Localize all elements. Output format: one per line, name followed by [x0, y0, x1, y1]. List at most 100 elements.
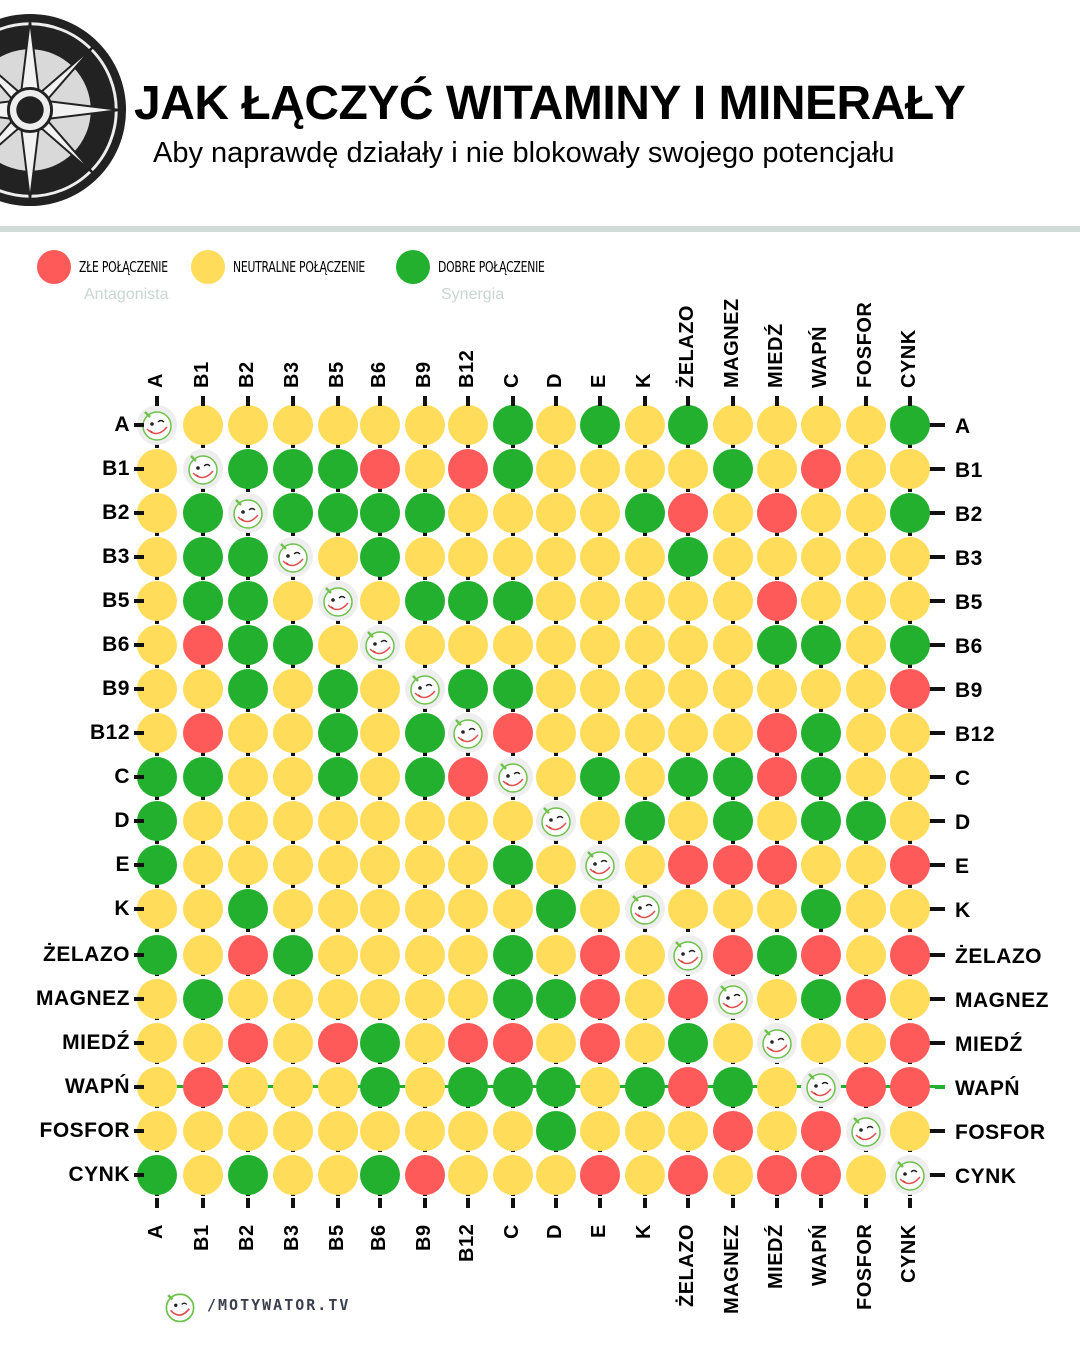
- column-label-top: A: [145, 373, 167, 388]
- cell-b5-wapn: [801, 581, 841, 621]
- cell-b1-b3: [273, 449, 313, 489]
- cell-cynk-e: [580, 1155, 620, 1195]
- cell-cynk-d: [536, 1155, 576, 1195]
- row-tick: [134, 819, 144, 823]
- column-tick: [643, 396, 647, 406]
- cell-b2-b3: [273, 493, 313, 533]
- self-cell-face-icon: [668, 935, 708, 975]
- cell-b1-miedz: [757, 449, 797, 489]
- cell-miedz-b12: [448, 1023, 488, 1063]
- cell-b12-b5: [318, 713, 358, 753]
- column-label-top: FOSFOR: [854, 301, 876, 388]
- column-tick: [598, 1198, 602, 1208]
- cell-wapn-b2: [228, 1067, 268, 1107]
- cell-b6-d: [536, 625, 576, 665]
- row-tick: [134, 511, 144, 515]
- cell-fosfor-b5: [318, 1111, 358, 1151]
- row-tick: [935, 1173, 945, 1177]
- cell-miedz-fosfor: [846, 1023, 886, 1063]
- cell-d-b2: [228, 801, 268, 841]
- self-cell-face-icon: [318, 581, 358, 621]
- cell-d-miedz: [757, 801, 797, 841]
- row-label-right: B9: [955, 679, 983, 702]
- cell-b1-zelazo: [668, 449, 708, 489]
- cell-b9-c: [493, 669, 533, 709]
- cell-cynk-b1: [183, 1155, 223, 1195]
- legend-item-neutral: NEUTRALNE POŁĄCZENIE: [191, 250, 416, 284]
- cell-miedz-b3: [273, 1023, 313, 1063]
- cell-b9-miedz: [757, 669, 797, 709]
- cell-b9-wapn: [801, 669, 841, 709]
- cell-b2-b6: [360, 493, 400, 533]
- row-label-right: A: [955, 415, 971, 438]
- cell-b2-zelazo: [668, 493, 708, 533]
- cell-b3-fosfor: [846, 537, 886, 577]
- cell-miedz-magnez: [713, 1023, 753, 1063]
- cell-a-c: [493, 405, 533, 445]
- column-label-top: ŻELAZO: [676, 305, 698, 388]
- cell-zelazo-b6: [360, 935, 400, 975]
- cell-b3-magnez: [713, 537, 753, 577]
- column-label-bottom: E: [588, 1224, 610, 1238]
- yellow-dot-icon: [191, 250, 225, 284]
- cell-e-fosfor: [846, 845, 886, 885]
- row-label-left: CYNK: [68, 1163, 130, 1186]
- self-cell-face-icon: [405, 669, 445, 709]
- row-tick: [134, 1085, 144, 1089]
- cell-e-zelazo: [668, 845, 708, 885]
- cell-d-b3: [273, 801, 313, 841]
- cell-magnez-b2: [228, 979, 268, 1019]
- column-label-top: WAPŃ: [809, 326, 831, 388]
- column-label-bottom: K: [633, 1224, 655, 1239]
- cell-k-b5: [318, 889, 358, 929]
- cell-b1-k: [625, 449, 665, 489]
- cell-d-wapn: [801, 801, 841, 841]
- cell-b2-e: [580, 493, 620, 533]
- cell-magnez-b9: [405, 979, 445, 1019]
- column-label-top: CYNK: [898, 329, 920, 388]
- self-cell-face-icon: [757, 1023, 797, 1063]
- cell-b12-wapn: [801, 713, 841, 753]
- cell-b3-zelazo: [668, 537, 708, 577]
- cell-miedz-b1: [183, 1023, 223, 1063]
- cell-k-zelazo: [668, 889, 708, 929]
- page-title: JAK ŁĄCZYĆ WITAMINY I MINERAŁY: [134, 77, 966, 130]
- cell-b2-b9: [405, 493, 445, 533]
- cell-c-k: [625, 757, 665, 797]
- cell-wapn-d: [536, 1067, 576, 1107]
- cell-b9-b1: [183, 669, 223, 709]
- cell-a-k: [625, 405, 665, 445]
- cell-b3-wapn: [801, 537, 841, 577]
- cell-b6-b5: [318, 625, 358, 665]
- row-label-left: B2: [102, 501, 130, 524]
- row-label-left: WAPŃ: [65, 1075, 130, 1098]
- cell-fosfor-b3: [273, 1111, 313, 1151]
- row-tick: [935, 863, 945, 867]
- cell-c-b12: [448, 757, 488, 797]
- cell-c-b6: [360, 757, 400, 797]
- cell-c-cynk: [890, 757, 930, 797]
- cell-magnez-fosfor: [846, 979, 886, 1019]
- cell-b2-d: [536, 493, 576, 533]
- cell-c-b3: [273, 757, 313, 797]
- green-dot-icon: [396, 250, 430, 284]
- column-tick: [155, 396, 159, 406]
- cell-b3-miedz: [757, 537, 797, 577]
- cell-e-c: [493, 845, 533, 885]
- cell-e-cynk: [890, 845, 930, 885]
- row-tick: [935, 643, 945, 647]
- cell-d-b9: [405, 801, 445, 841]
- row-tick: [935, 1041, 945, 1045]
- cell-b12-c: [493, 713, 533, 753]
- cell-b5-d: [536, 581, 576, 621]
- cell-fosfor-k: [625, 1111, 665, 1151]
- cell-magnez-b3: [273, 979, 313, 1019]
- cell-b5-b1: [183, 581, 223, 621]
- cell-k-e: [580, 889, 620, 929]
- cell-k-b1: [183, 889, 223, 929]
- column-tick: [554, 1198, 558, 1208]
- column-tick: [731, 396, 735, 406]
- column-label-top: B5: [326, 361, 348, 388]
- cell-d-b1: [183, 801, 223, 841]
- cell-e-b3: [273, 845, 313, 885]
